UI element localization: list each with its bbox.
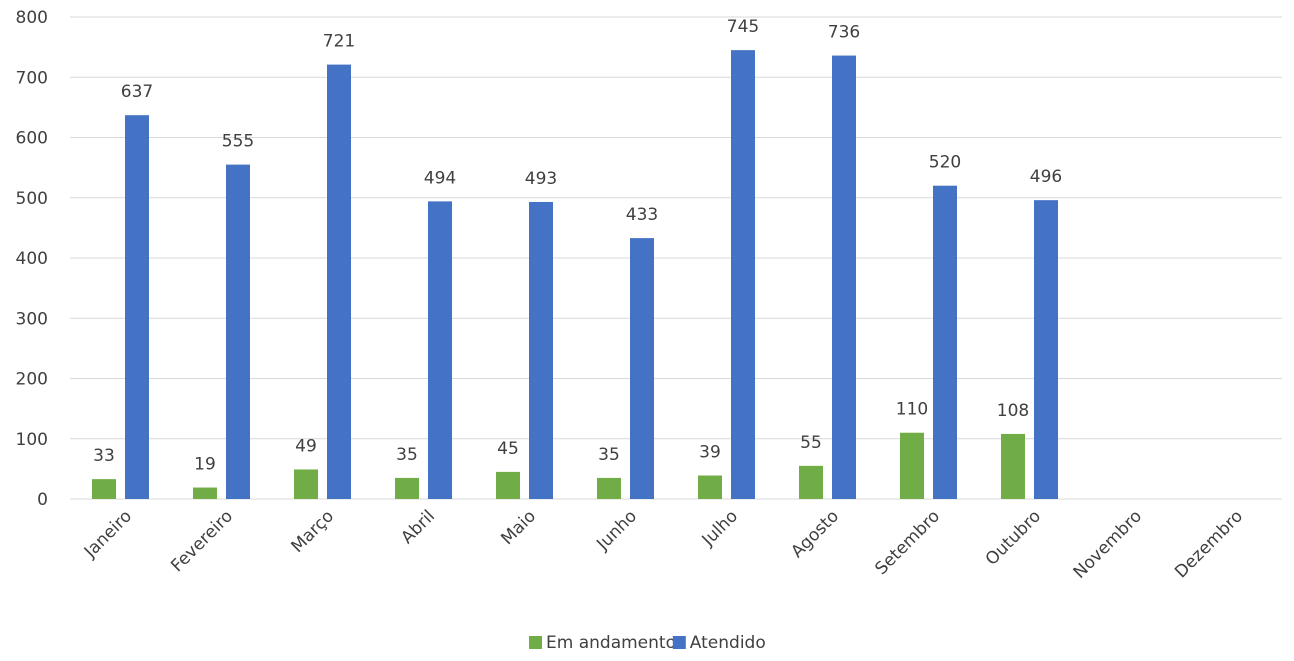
data-label: 19: [194, 455, 216, 475]
legend-label: Atendido: [690, 633, 766, 653]
bars: [92, 50, 1058, 500]
data-label: 35: [396, 445, 418, 465]
y-tick-label: 700: [16, 68, 48, 88]
data-label: 721: [323, 32, 355, 52]
data-label: 108: [997, 401, 1029, 421]
bar-em-andamento: [799, 465, 823, 499]
bar-atendido: [933, 185, 957, 499]
data-label: 494: [424, 168, 456, 188]
y-tick-label: 0: [37, 490, 48, 510]
bar-atendido: [327, 64, 351, 499]
bar-atendido: [630, 238, 654, 499]
data-label: 55: [800, 433, 822, 453]
x-tick-label: Novembro: [1070, 506, 1146, 582]
data-labels: 33 637 19 555 49 721 35 494 45 493 35 433 39 745 55 736…: [93, 17, 1062, 474]
bar-atendido: [226, 164, 250, 500]
y-tick-label: 600: [16, 129, 48, 149]
gridlines: [70, 16, 1282, 500]
data-label: 496: [1030, 167, 1062, 187]
bar-atendido: [125, 115, 149, 500]
data-label: 49: [295, 436, 317, 456]
legend-item: Atendido: [672, 633, 766, 653]
x-tick-label: Agosto: [787, 506, 843, 562]
bar-em-andamento: [1001, 433, 1025, 499]
bar-atendido: [529, 201, 553, 499]
legend-swatch: [672, 636, 686, 649]
bar-atendido: [428, 201, 452, 500]
y-tick-label: 300: [16, 309, 48, 329]
y-tick-label: 500: [16, 189, 48, 209]
bar-atendido: [832, 55, 856, 500]
y-axis-ticks: 0 100 200 300 400 500 600 700 800: [16, 8, 48, 510]
x-tick-label: Maio: [497, 506, 540, 549]
x-tick-label: Junho: [592, 506, 641, 555]
x-tick-label: Setembro: [871, 506, 944, 579]
bar-em-andamento: [193, 487, 217, 499]
x-tick-label: Fevereiro: [167, 506, 237, 576]
x-tick-label: Abril: [397, 506, 439, 548]
data-label: 433: [626, 205, 658, 225]
bar-em-andamento: [294, 469, 318, 499]
data-label: 45: [497, 439, 519, 459]
data-label: 35: [598, 445, 620, 465]
data-label: 736: [828, 23, 860, 43]
data-label: 33: [93, 446, 115, 466]
x-tick-label: Dezembro: [1171, 506, 1247, 582]
y-tick-label: 800: [16, 8, 48, 28]
bar-em-andamento: [900, 432, 924, 499]
data-label: 745: [727, 17, 759, 37]
x-tick-label: Julho: [698, 506, 742, 550]
legend: Em andamento Atendido: [529, 633, 766, 653]
bar-atendido: [731, 50, 755, 499]
legend-swatch: [529, 636, 542, 649]
data-label: 520: [929, 153, 961, 173]
bar-em-andamento: [597, 477, 621, 499]
bar-em-andamento: [698, 475, 722, 499]
data-label: 39: [699, 443, 721, 463]
legend-label: Em andamento: [546, 633, 676, 653]
data-label: 555: [222, 132, 254, 152]
x-tick-label: Outubro: [982, 506, 1045, 569]
bar-atendido: [1034, 200, 1058, 499]
legend-item: Em andamento: [529, 633, 676, 653]
y-tick-label: 100: [16, 430, 48, 450]
bar-em-andamento: [92, 479, 116, 499]
x-tick-label: Março: [288, 506, 339, 557]
y-tick-label: 400: [16, 249, 48, 269]
y-tick-label: 200: [16, 370, 48, 390]
data-label: 110: [896, 400, 928, 420]
bar-em-andamento: [395, 477, 419, 499]
x-axis-ticks: Janeiro Fevereiro Março Abril Maio Junho Julho…: [80, 506, 1247, 582]
data-label: 493: [525, 169, 557, 189]
bar-em-andamento: [496, 471, 520, 499]
data-label: 637: [121, 82, 153, 102]
x-tick-label: Janeiro: [80, 506, 136, 562]
